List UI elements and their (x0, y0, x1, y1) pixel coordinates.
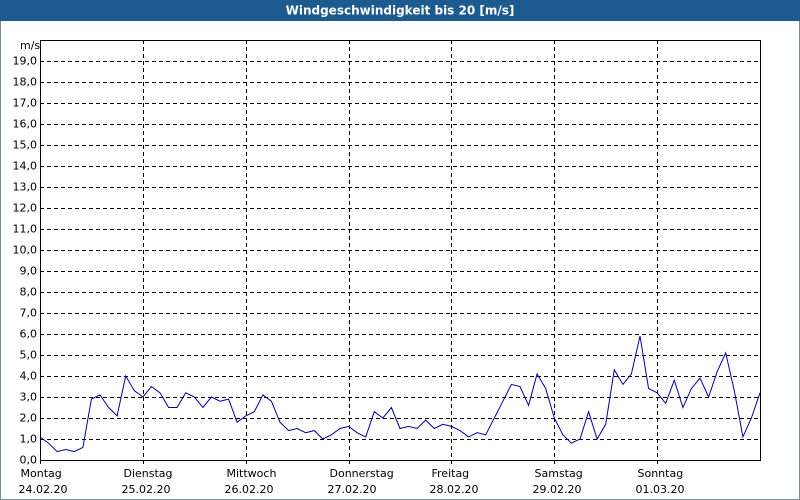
y-tick-label: 16,0 (13, 118, 38, 131)
x-date-label: 29.02.20 (533, 483, 582, 496)
x-tick-label: Montag (21, 467, 62, 480)
y-tick-label: 13,0 (13, 181, 38, 194)
y-tick-label: 18,0 (13, 76, 38, 89)
y-tick-label: 11,0 (13, 223, 38, 236)
y-tick-label: 0,0 (20, 454, 38, 467)
y-tick-label: 17,0 (13, 97, 38, 110)
y-tick-label: 1,0 (20, 433, 38, 446)
y-tick-label: 7,0 (20, 307, 38, 320)
x-tick-label: Freitag (432, 467, 470, 480)
y-tick-label: 5,0 (20, 349, 38, 362)
data-line (39, 335, 761, 453)
x-date-label: 26.02.20 (225, 483, 274, 496)
title-bar (0, 0, 800, 21)
x-tick-label: Dienstag (124, 467, 173, 480)
x-tick-label: Sonntag (638, 467, 684, 480)
y-tick-label: 14,0 (13, 160, 38, 173)
y-tick-label: 10,0 (13, 244, 38, 257)
x-tick-label: Mittwoch (227, 467, 277, 480)
x-date-label: 27.02.20 (328, 483, 377, 496)
x-tick-label: Samstag (535, 467, 583, 480)
x-date-label: 28.02.20 (430, 483, 479, 496)
y-tick-label: 9,0 (20, 265, 38, 278)
y-tick-label: 19,0 (13, 55, 38, 68)
y-tick-label: 6,0 (20, 328, 38, 341)
y-tick-label: 2,0 (20, 412, 38, 425)
plot-frame (40, 40, 761, 461)
y-tick-label: 8,0 (20, 286, 38, 299)
x-date-label: 01.03.20 (636, 483, 685, 496)
y-tick-label: 3,0 (20, 391, 38, 404)
y-tick-label: 15,0 (13, 139, 38, 152)
y-unit: m/s (20, 39, 40, 52)
chart-title: Windgeschwindigkeit bis 20 [m/s] (286, 4, 515, 18)
x-tick-label: Donnerstag (330, 467, 394, 480)
x-date-label: 24.02.20 (19, 483, 68, 496)
y-tick-label: 12,0 (13, 202, 38, 215)
x-date-label: 25.02.20 (122, 483, 171, 496)
y-tick-label: 4,0 (20, 370, 38, 383)
